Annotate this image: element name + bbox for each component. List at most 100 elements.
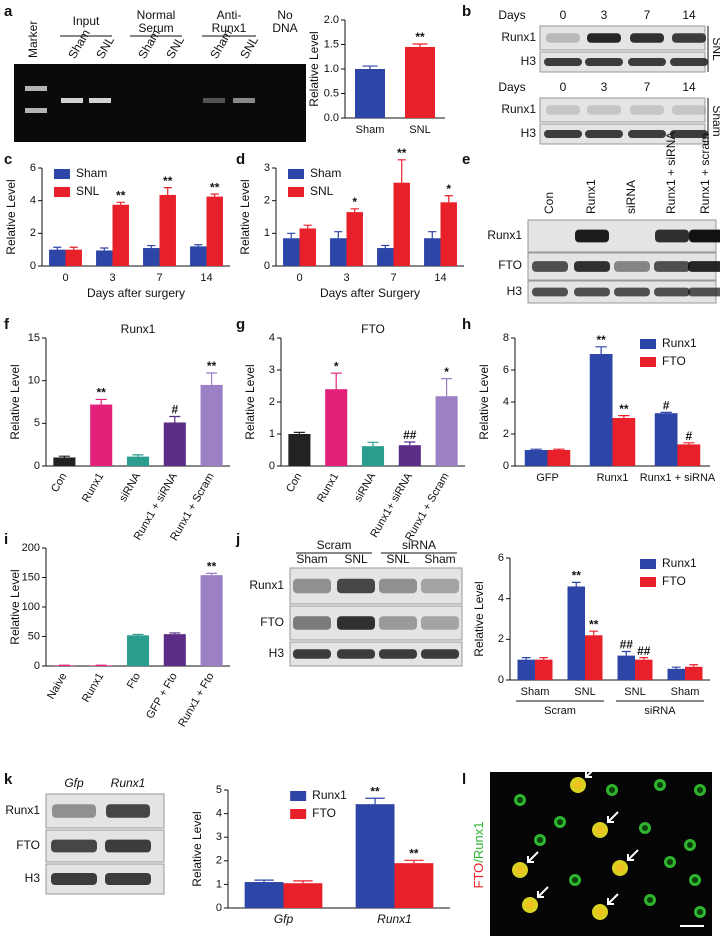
- error-bar: [169, 632, 181, 635]
- x-axis-label: Days after Surgery: [320, 286, 420, 300]
- y-tick-label: 0: [30, 260, 36, 272]
- y-tick-label: 0.5: [324, 87, 339, 99]
- y-tick-label: 2: [269, 396, 275, 408]
- bar: [535, 659, 553, 680]
- y-tick-label: 5: [34, 417, 40, 429]
- bar: [435, 396, 458, 466]
- blot-band: [379, 616, 417, 630]
- error-bar: [132, 454, 144, 457]
- bar: [53, 457, 76, 466]
- lane-label: Con: [542, 192, 556, 214]
- chart-title: Runx1: [121, 322, 156, 336]
- x-tick-label: 0: [62, 272, 68, 284]
- significance: **: [210, 180, 220, 194]
- y-tick-label: 0: [503, 460, 509, 472]
- panel-label: g: [236, 316, 245, 333]
- row-label: H3: [521, 54, 537, 68]
- cell-nucleus: [697, 909, 703, 915]
- significance: **: [596, 333, 606, 347]
- bar: [589, 354, 613, 466]
- y-tick-label: 4: [269, 332, 275, 344]
- significance: *: [334, 359, 339, 373]
- cell-nucleus: [642, 825, 648, 831]
- error-bar: [58, 455, 70, 458]
- header: Days: [498, 8, 525, 22]
- cell-nucleus: [516, 866, 524, 874]
- bar: [398, 445, 421, 466]
- cell-nucleus: [572, 877, 578, 883]
- blot-band: [670, 58, 708, 66]
- legend-label: SNL: [76, 184, 100, 198]
- error-bar: [365, 797, 385, 805]
- lane-label: SNL: [237, 34, 261, 61]
- panel-label: i: [4, 531, 8, 548]
- significance: ##: [637, 644, 651, 658]
- y-axis-label: Relative Level: [243, 364, 257, 439]
- bar: [96, 250, 113, 266]
- x-tick-label: SNL: [409, 124, 430, 136]
- bar: [90, 404, 113, 466]
- error-bar: [671, 666, 681, 669]
- legend-label: SNL: [310, 184, 334, 198]
- y-tick-label: 6: [498, 552, 504, 564]
- bar: [65, 249, 82, 266]
- blot-band: [630, 105, 664, 115]
- y-axis-label: Relative Level: [4, 179, 18, 254]
- error-bar: [206, 572, 218, 576]
- significance: **: [370, 784, 380, 798]
- legend-label: FTO: [662, 354, 686, 368]
- x-tick-label: Gfp: [274, 912, 294, 926]
- chart-title: FTO: [361, 322, 385, 336]
- bar: [200, 384, 223, 466]
- x-tick-label: 14: [200, 272, 212, 284]
- row-label: Runx1: [501, 102, 536, 116]
- row-label: FTO: [260, 615, 284, 629]
- blot-band: [628, 130, 666, 138]
- group-label: Runx1: [212, 21, 247, 35]
- y-tick-label: 1: [216, 878, 222, 890]
- panel-label: c: [4, 151, 12, 168]
- panel-label: h: [462, 316, 471, 333]
- panel-label: k: [4, 771, 13, 788]
- arrow: [537, 886, 549, 898]
- y-tick-label: 4: [503, 396, 509, 408]
- bar: [299, 228, 316, 266]
- group-label: Input: [73, 14, 100, 28]
- bar: [585, 635, 603, 680]
- significance: #: [663, 399, 670, 413]
- blot-band: [544, 58, 582, 66]
- blot-band: [544, 130, 582, 138]
- error-bar: [539, 657, 549, 660]
- blot-band: [532, 261, 568, 272]
- arrow: [607, 811, 619, 823]
- lane-label: 14: [682, 8, 696, 22]
- gel-band: [89, 98, 111, 103]
- x-tick-label: Con: [49, 471, 69, 494]
- arrow: [627, 849, 639, 861]
- group-label: Normal: [137, 8, 176, 22]
- error-bar: [95, 398, 107, 405]
- gel-band: [203, 98, 225, 103]
- bar: [667, 668, 685, 680]
- blot-band: [654, 261, 690, 272]
- blot-band: [51, 873, 97, 885]
- blot-band: [585, 130, 623, 138]
- cell-nucleus: [647, 897, 653, 903]
- blot-band: [585, 58, 623, 66]
- bar: [685, 666, 703, 680]
- lane-label: Runx1 + siRNA: [664, 132, 678, 214]
- error-bar: [397, 159, 406, 183]
- x-tick-label: Naive: [45, 671, 69, 701]
- legend-swatch: [640, 339, 656, 349]
- y-tick-label: 0.0: [324, 112, 339, 124]
- y-tick-label: 0: [264, 260, 270, 272]
- blot-band: [587, 105, 621, 115]
- bar: [394, 863, 434, 908]
- lane-label: SNL: [386, 552, 410, 566]
- blot-band: [670, 130, 708, 138]
- blot-band: [688, 261, 720, 272]
- error-bar: [210, 193, 219, 197]
- error-bar: [206, 372, 218, 385]
- error-bar: [521, 657, 531, 660]
